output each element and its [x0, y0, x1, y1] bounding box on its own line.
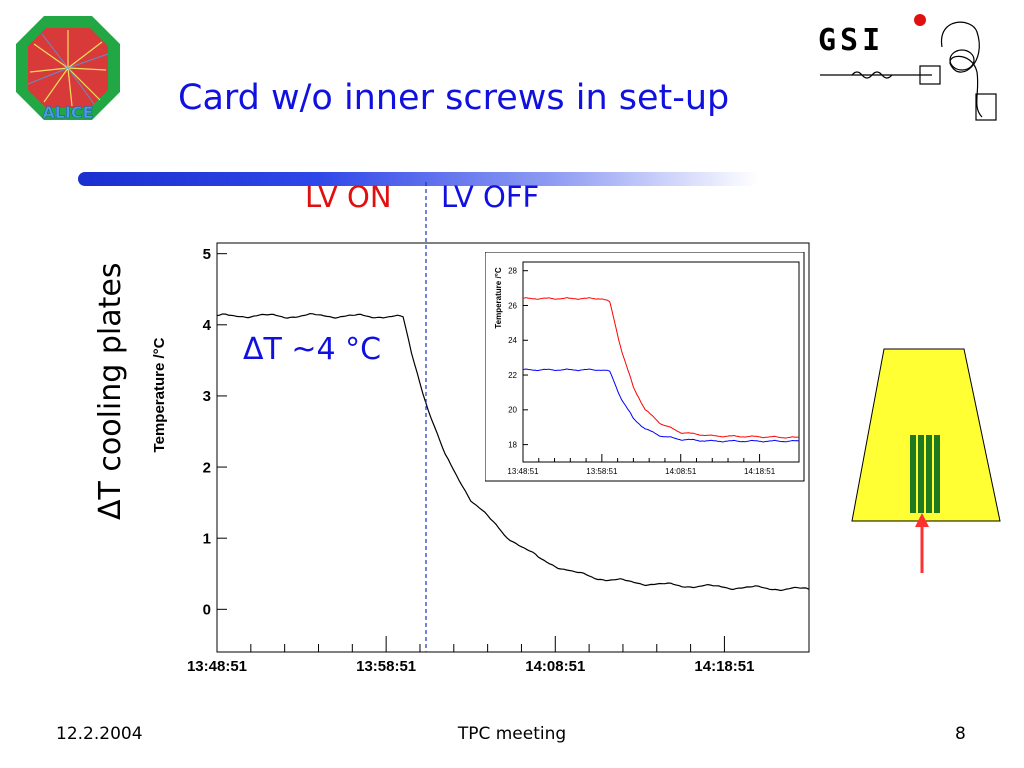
y-tick-label: 18 [508, 440, 517, 449]
inset-series-blue-line [522, 368, 800, 443]
y-tick-label: 20 [508, 406, 517, 415]
up-arrow-icon [915, 513, 929, 573]
main-y-axis-label: Temperature /°C [151, 337, 168, 452]
inset-temperature-chart: 18 20 22 24 26 28 13:48:51 13:58:51 14:08:51 14:… [485, 252, 805, 482]
y-tick-label: 5 [203, 246, 211, 263]
y-tick-label: 2 [203, 459, 211, 476]
main-series-line [216, 312, 810, 592]
x-tick-label: 14:08:51 [665, 467, 697, 476]
alice-logo: ALICE [16, 16, 120, 122]
y-tick-label: 1 [203, 530, 211, 547]
footer-date: 12.2.2004 [56, 724, 143, 744]
gsi-logo-text: GSI [818, 23, 884, 58]
x-tick-label: 14:18:51 [744, 467, 776, 476]
inset-series-red-line [522, 297, 800, 439]
y-tick-label: 24 [508, 336, 517, 345]
y-tick-label: 28 [508, 266, 517, 275]
y-tick-label: 3 [203, 388, 211, 405]
y-tick-label: 22 [508, 371, 517, 380]
y-tick-label: 26 [508, 301, 517, 310]
slide-title: Card w/o inner screws in set-up [178, 78, 730, 118]
inset-plot-frame [522, 261, 800, 463]
title-divider-bar [78, 172, 758, 186]
footer-center: TPC meeting [457, 724, 567, 744]
x-tick-label: 14:18:51 [694, 658, 754, 675]
x-tick-label: 13:48:51 [187, 658, 247, 675]
y-tick-label: 0 [203, 602, 211, 619]
x-tick-label: 13:58:51 [356, 658, 416, 675]
alice-logo-text: ALICE [42, 103, 93, 122]
y-tick-label: 4 [203, 317, 212, 334]
card-sketch [851, 348, 1001, 573]
lv-off-label: LV OFF [441, 180, 540, 214]
card-strips [910, 435, 940, 513]
gsi-red-dot [914, 14, 926, 26]
lv-on-label: LV ON [305, 180, 392, 214]
delta-t-annotation: ΔT ~4 °C [243, 332, 382, 367]
x-tick-label: 13:58:51 [586, 467, 618, 476]
x-tick-label: 14:08:51 [525, 658, 585, 675]
inset-y-axis-label: Temperature /°C [494, 267, 503, 329]
lv-switch-marker-line [425, 182, 427, 652]
footer-page-number: 8 [955, 724, 966, 744]
side-label: ΔT cooling plates [93, 262, 128, 520]
x-tick-label: 13:48:51 [507, 467, 539, 476]
gsi-logo: GSI [818, 14, 997, 121]
